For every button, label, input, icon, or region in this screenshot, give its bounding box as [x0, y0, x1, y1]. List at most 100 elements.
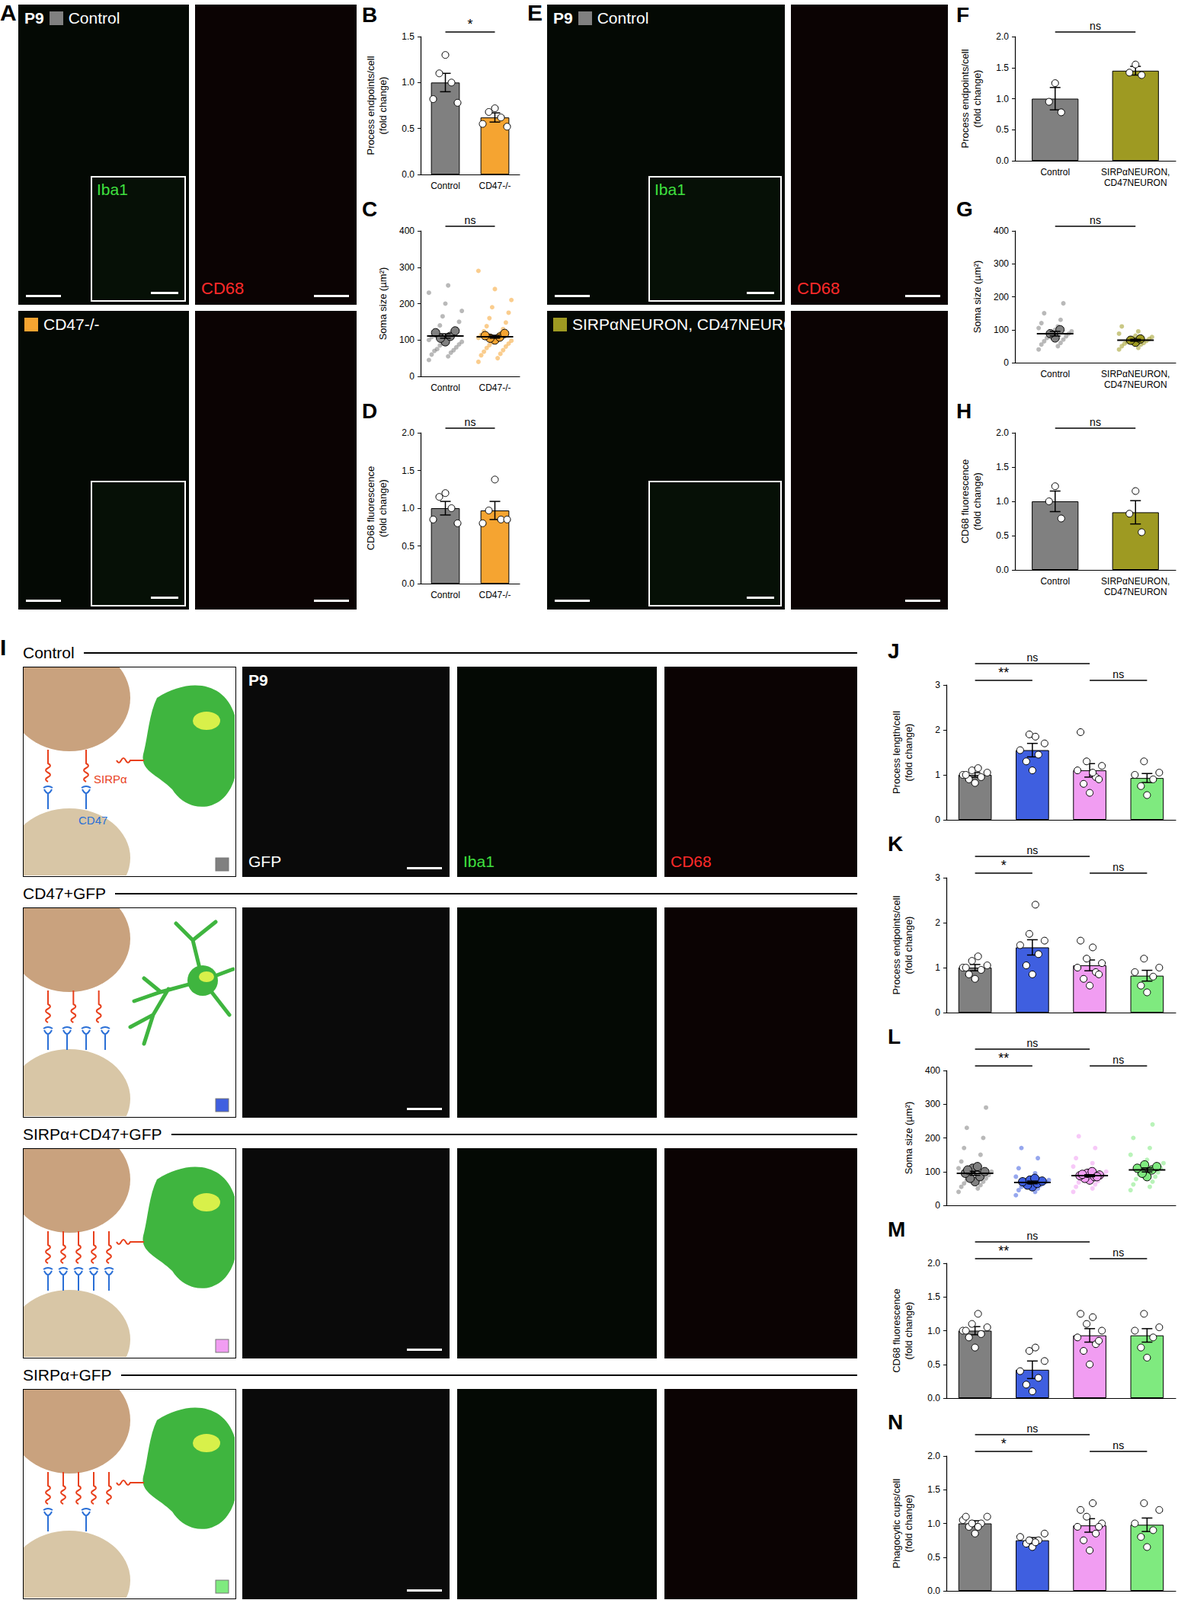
svg-text:ns: ns [1112, 1053, 1124, 1066]
svg-text:ns: ns [1089, 416, 1102, 429]
svg-text:ns: ns [1026, 651, 1038, 664]
svg-text:1.5: 1.5 [401, 465, 415, 477]
svg-text:**: ** [998, 1243, 1009, 1259]
svg-text:**: ** [998, 1050, 1009, 1066]
svg-text:F: F [956, 3, 970, 27]
svg-text:Process endpoints/cell: Process endpoints/cell [959, 48, 971, 148]
svg-text:Control: Control [1040, 166, 1070, 178]
svg-text:ns: ns [1112, 1439, 1124, 1452]
svg-text:ns: ns [464, 416, 477, 429]
svg-text:0.5: 0.5 [401, 540, 415, 552]
svg-text:ns: ns [1026, 1229, 1038, 1243]
svg-text:3: 3 [934, 679, 941, 691]
svg-text:ns: ns [1026, 1422, 1038, 1435]
svg-text:0.0: 0.0 [927, 1392, 941, 1404]
svg-text:1.0: 1.0 [401, 502, 415, 514]
svg-text:M: M [887, 1217, 906, 1242]
svg-text:(fold change): (fold change) [902, 1494, 915, 1553]
svg-text:CD47-/-: CD47-/- [478, 180, 511, 192]
svg-text:(fold change): (fold change) [902, 916, 915, 975]
svg-text:0.5: 0.5 [927, 1552, 941, 1563]
svg-text:(fold change): (fold change) [377, 76, 389, 135]
svg-text:*: * [1001, 1436, 1007, 1452]
svg-text:0.5: 0.5 [401, 123, 415, 135]
svg-text:Process length/cell: Process length/cell [890, 710, 903, 794]
svg-text:2: 2 [934, 917, 941, 929]
svg-text:2.0: 2.0 [927, 1450, 941, 1462]
svg-text:CD68 fluorescence: CD68 fluorescence [959, 459, 971, 545]
svg-text:CD47-/-: CD47-/- [478, 382, 511, 394]
svg-text:1.5: 1.5 [995, 62, 1009, 74]
svg-text:*: * [467, 16, 473, 33]
svg-text:1.5: 1.5 [927, 1291, 941, 1303]
svg-text:ns: ns [464, 214, 477, 227]
svg-text:SIRPαNEURON,: SIRPαNEURON, [1101, 368, 1170, 380]
svg-text:ns: ns [1089, 214, 1102, 227]
svg-text:0: 0 [1003, 357, 1009, 369]
svg-text:CD47: CD47 [78, 813, 108, 827]
svg-text:2.0: 2.0 [995, 427, 1009, 439]
svg-text:Control: Control [1040, 368, 1070, 380]
svg-text:0: 0 [934, 1007, 941, 1018]
svg-text:Control: Control [430, 382, 461, 394]
svg-text:0.5: 0.5 [995, 530, 1009, 541]
svg-text:*: * [1001, 857, 1007, 874]
svg-text:Control: Control [430, 589, 461, 601]
svg-text:(fold change): (fold change) [971, 472, 983, 531]
svg-text:100: 100 [925, 1166, 941, 1178]
svg-text:0: 0 [934, 814, 941, 826]
svg-text:B: B [361, 3, 378, 27]
svg-text:1.0: 1.0 [927, 1518, 941, 1530]
svg-text:N: N [887, 1410, 903, 1435]
svg-text:1.0: 1.0 [401, 76, 415, 88]
svg-text:200: 200 [925, 1133, 941, 1144]
svg-text:Control: Control [430, 180, 461, 192]
svg-text:CD68 fluorescence: CD68 fluorescence [890, 1288, 903, 1374]
svg-text:200: 200 [399, 298, 415, 310]
svg-text:J: J [887, 639, 900, 663]
svg-text:CD68 fluorescence: CD68 fluorescence [364, 466, 377, 551]
svg-text:2.0: 2.0 [927, 1258, 941, 1269]
svg-text:300: 300 [925, 1098, 941, 1110]
svg-text:(fold change): (fold change) [902, 723, 915, 782]
svg-text:C: C [361, 197, 378, 221]
svg-text:CD47NEURON: CD47NEURON [1104, 177, 1168, 189]
svg-text:Process endpoints/cell: Process endpoints/cell [364, 55, 377, 155]
svg-text:300: 300 [993, 258, 1009, 269]
svg-text:2.0: 2.0 [995, 31, 1009, 42]
svg-text:100: 100 [399, 334, 415, 346]
svg-text:1.0: 1.0 [995, 93, 1009, 105]
svg-text:ns: ns [1089, 19, 1102, 33]
svg-text:CD47NEURON: CD47NEURON [1104, 379, 1168, 391]
svg-text:Soma size (µm²): Soma size (µm²) [971, 260, 983, 334]
svg-text:1: 1 [934, 962, 941, 974]
svg-text:1.5: 1.5 [927, 1484, 941, 1495]
svg-text:D: D [361, 399, 378, 423]
svg-text:1.5: 1.5 [995, 461, 1009, 473]
svg-text:Phagocytic cups/cell: Phagocytic cups/cell [890, 1478, 903, 1569]
svg-text:400: 400 [925, 1065, 941, 1076]
svg-text:2.0: 2.0 [401, 427, 415, 439]
svg-text:1.5: 1.5 [401, 31, 415, 42]
svg-text:0.0: 0.0 [995, 564, 1009, 576]
svg-text:SIRPαNEURON,: SIRPαNEURON, [1101, 576, 1170, 587]
svg-text:ns: ns [1026, 1037, 1038, 1050]
svg-text:Soma size (µm²): Soma size (µm²) [377, 267, 389, 341]
svg-text:400: 400 [399, 225, 415, 237]
svg-text:ns: ns [1026, 844, 1038, 857]
svg-text:1.0: 1.0 [995, 496, 1009, 507]
svg-text:(fold change): (fold change) [971, 70, 983, 129]
svg-text:0.5: 0.5 [927, 1359, 941, 1371]
svg-text:CD47-/-: CD47-/- [478, 589, 511, 601]
svg-text:SIRPα: SIRPα [93, 772, 128, 786]
svg-text:ns: ns [1112, 668, 1124, 681]
svg-text:3: 3 [934, 872, 941, 884]
svg-text:0.0: 0.0 [401, 169, 415, 180]
svg-text:1: 1 [934, 769, 941, 781]
svg-text:Process endpoints/cell: Process endpoints/cell [890, 895, 903, 995]
svg-text:1.0: 1.0 [927, 1325, 941, 1337]
svg-text:ns: ns [1112, 861, 1124, 874]
svg-text:K: K [887, 832, 903, 856]
svg-text:H: H [956, 399, 972, 423]
svg-text:400: 400 [993, 225, 1009, 237]
